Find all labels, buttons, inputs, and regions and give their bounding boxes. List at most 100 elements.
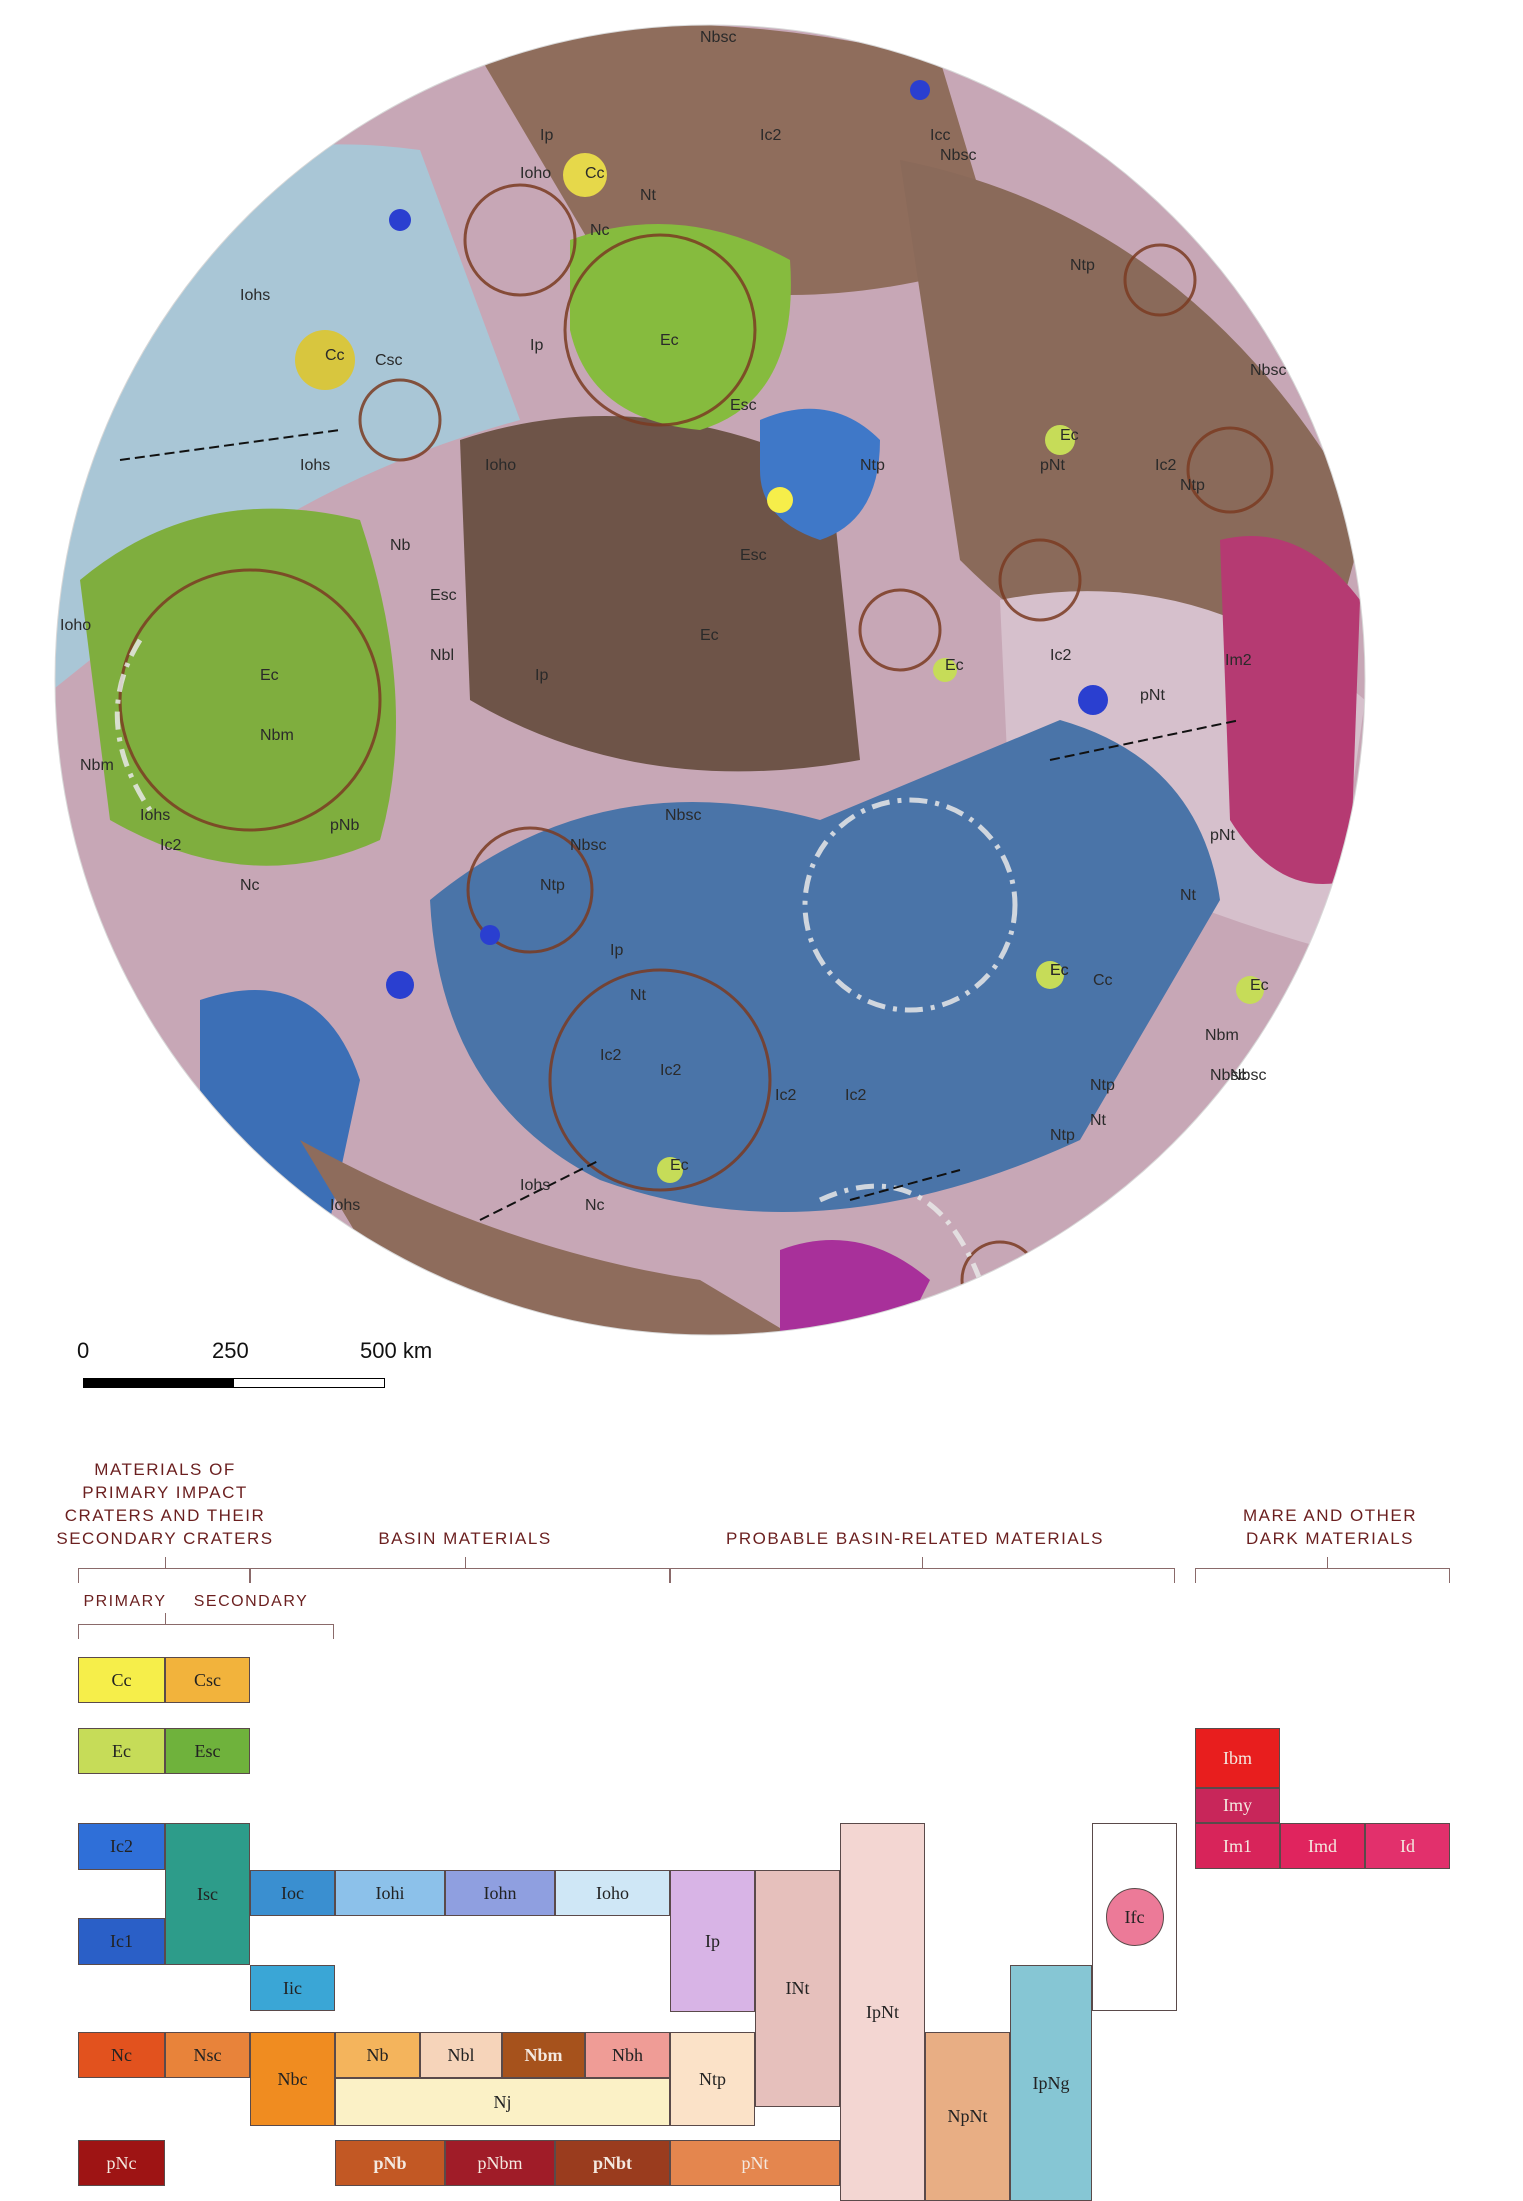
legend-unit-Esc: Esc — [165, 1728, 250, 1774]
crater-rim — [358, 378, 442, 462]
legend-unit-Csc: Csc — [165, 1657, 250, 1703]
crater-ic1 — [386, 971, 414, 999]
map-unit-label: Nbsc — [665, 807, 701, 824]
crater-rim — [466, 826, 594, 954]
map-unit-label: Cc — [1093, 972, 1113, 989]
map-unit-label: Nbm — [80, 757, 114, 774]
map-unit-label: Nbsc — [940, 147, 976, 164]
map-unit-label: Iohs — [240, 287, 270, 304]
map-unit-label: Nbsc — [570, 837, 606, 854]
map-unit-label: Ec — [945, 657, 964, 674]
heading-mare: MARE AND OTHER DARK MATERIALS — [1242, 1506, 1418, 1548]
legend-unit-pNbm: pNbm — [445, 2140, 555, 2186]
crater-rim — [1186, 426, 1274, 514]
fault-line — [479, 1159, 601, 1221]
crater-ic1 — [1078, 685, 1108, 715]
map-unit-esc-west — [80, 508, 396, 866]
map-unit-label: Nbsc — [700, 29, 736, 46]
crater-ec — [657, 1157, 683, 1183]
map-unit-label: Esc — [730, 397, 757, 414]
fault-line — [849, 1169, 961, 1201]
map-unit-label: Iohs — [520, 1177, 550, 1194]
crater-ic1 — [910, 80, 930, 100]
heading-secondary: SECONDARY — [193, 1593, 309, 1610]
map-unit-label: Nc — [585, 1197, 605, 1214]
map-unit-label: Nt — [1180, 887, 1197, 904]
basin-ring — [802, 797, 1018, 1013]
crater-rim — [463, 183, 577, 297]
map-unit-im-east — [1220, 536, 1360, 884]
legend-unit-Nbc: Nbc — [250, 2032, 335, 2126]
crater-ec — [933, 658, 957, 682]
legend-unit-Ifc: Ifc — [1105, 1888, 1164, 1946]
map-unit-label: Ic2 — [775, 1087, 796, 1104]
legend-unit-Nj: Nj — [335, 2078, 670, 2126]
bracket-tick — [165, 1613, 166, 1624]
map-unit-label: Ip — [535, 667, 548, 684]
map-unit-label: Ec — [700, 627, 719, 644]
scale-bar-filled — [84, 1379, 234, 1387]
heading-basin-materials: BASIN MATERIALS — [378, 1529, 552, 1548]
map-unit-label: Esc — [740, 547, 767, 564]
crater-ec — [1045, 425, 1075, 455]
bracket-basin — [250, 1568, 670, 1583]
scale-tick-0: 0 — [77, 1338, 90, 1363]
map-unit-label: Ec — [1060, 427, 1079, 444]
map-unit-label: pNt — [1210, 827, 1235, 844]
map-disc-edge — [54, 24, 1366, 1336]
map-unit-label: Ic2 — [760, 127, 781, 144]
map-unit-label: Ic2 — [845, 1087, 866, 1104]
legend-unit-IpNt: IpNt — [840, 1823, 925, 2201]
fault-line — [1049, 719, 1241, 761]
scale-tick-500: 500 km — [360, 1338, 433, 1363]
bracket-tick — [165, 1557, 166, 1568]
map-unit-label: Ic2 — [1155, 457, 1176, 474]
legend-unit-Ic2: Ic2 — [78, 1823, 165, 1870]
map-unit-label: Ntp — [1050, 1127, 1075, 1144]
map-unit-label: Iohs — [140, 807, 170, 824]
map-unit-label: Iohs — [300, 457, 330, 474]
map-unit-label: Nbm — [260, 727, 294, 744]
crater-rim — [1123, 243, 1197, 317]
crater-ec — [1036, 961, 1064, 989]
legend-unit-Iohn: Iohn — [445, 1870, 555, 1916]
bracket-mare — [1195, 1568, 1450, 1583]
map-unit-label: Ntp — [1180, 477, 1205, 494]
legend-unit-Imd: Imd — [1280, 1823, 1365, 1869]
map-unit-label: Ic2 — [160, 837, 181, 854]
map-unit-label: Ip — [530, 337, 543, 354]
map-unit-label: Ntp — [1090, 1077, 1115, 1094]
legend-unit-NpNt: NpNt — [925, 2032, 1010, 2201]
map-unit-label: Nbl — [430, 647, 454, 664]
map-unit-label: Nc — [590, 222, 610, 239]
map-unit-label: Im2 — [1225, 652, 1252, 669]
legend-unit-Cc: Cc — [78, 1657, 165, 1703]
legend-unit-Nc: Nc — [78, 2032, 165, 2078]
bracket-tick — [465, 1557, 466, 1568]
map-unit-label: Ec — [660, 332, 679, 349]
legend-unit-Ip: Ip — [670, 1870, 755, 2012]
map-unit-label: Ntp — [540, 877, 565, 894]
map-unit-label: Ip — [540, 127, 553, 144]
legend-unit-Ioho: Ioho — [555, 1870, 670, 1916]
map-unit-ic2-central — [430, 720, 1220, 1212]
legend-unit-Ic1: Ic1 — [78, 1918, 165, 1965]
fault-line — [119, 429, 341, 461]
map-unit-label: pNt — [1140, 687, 1165, 704]
legend-unit-Nbh: Nbh — [585, 2032, 670, 2078]
map-unit-label: Nt — [1090, 1112, 1107, 1129]
basin-ring-arc — [818, 1183, 983, 1281]
crater-ic1 — [389, 209, 411, 231]
map-unit-label: Nc — [240, 877, 260, 894]
legend-unit-Nbl: Nbl — [420, 2032, 502, 2078]
legend-unit-pNt: pNt — [670, 2140, 840, 2186]
map-unit-label: Nb — [390, 537, 411, 554]
crater-ec — [1236, 976, 1264, 1004]
scale-bar — [83, 1378, 385, 1388]
map-unit-label: Csc — [375, 352, 403, 369]
map-unit-label: Ec — [670, 1157, 689, 1174]
map-unit-label: Ec — [260, 667, 279, 684]
legend-unit-pNc: pNc — [78, 2140, 165, 2186]
map-unit-label: Nbsc — [1250, 362, 1286, 379]
map-unit-label: Nbsc — [1210, 1067, 1246, 1084]
